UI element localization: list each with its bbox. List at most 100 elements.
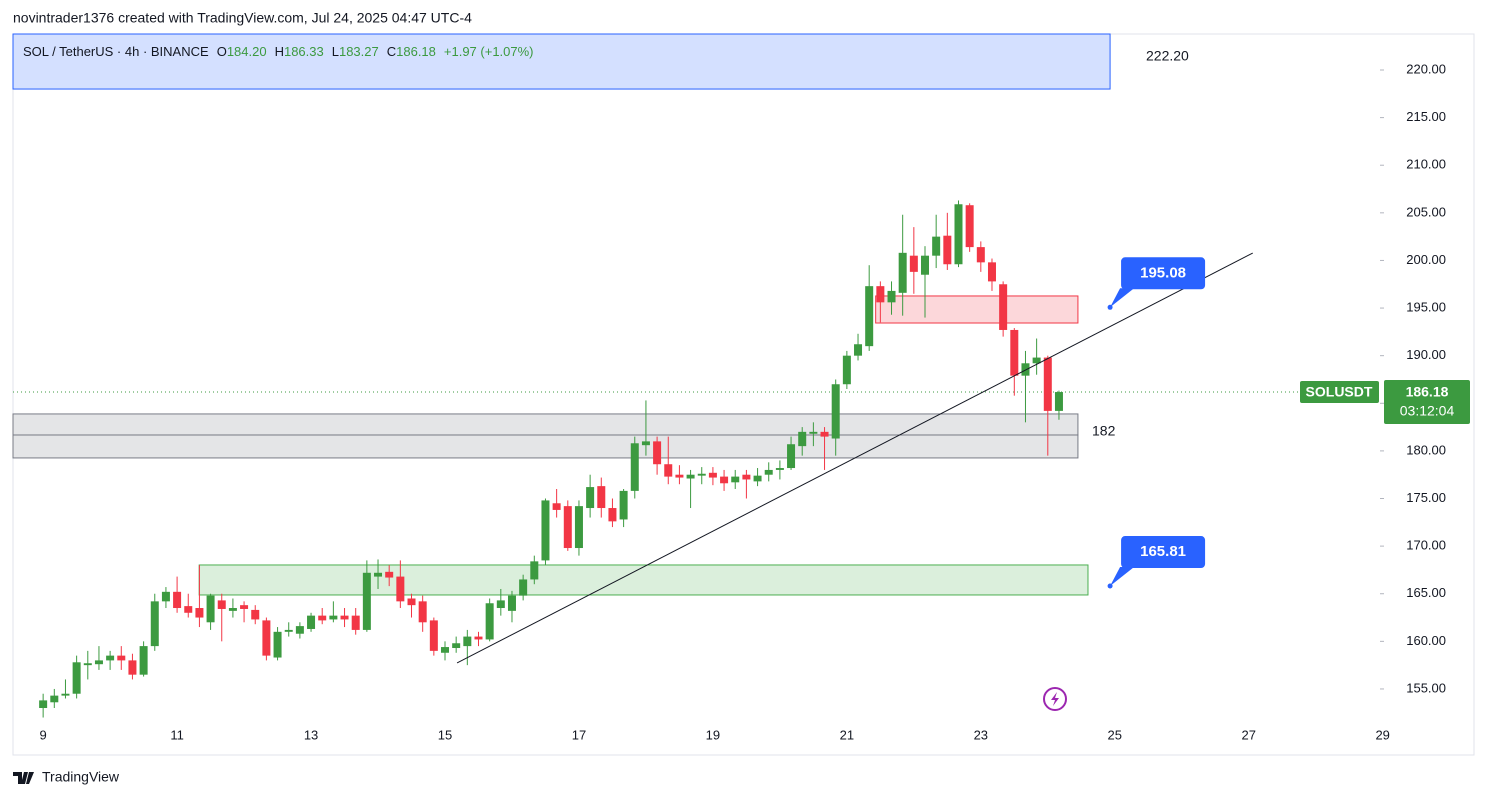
y-tick-label: 210.00 (1406, 157, 1446, 172)
candle-body (641, 441, 650, 446)
callout-label: 195.08 (1140, 264, 1186, 281)
footer-brand: TradingView (42, 769, 120, 785)
candle-body (396, 576, 405, 602)
y-tick-label: 160.00 (1406, 633, 1446, 648)
candle-body (374, 572, 383, 577)
icon-bolt (1051, 692, 1059, 706)
candle-body (474, 636, 483, 640)
candle-body (563, 506, 572, 549)
legend-field-value: 186.18 (396, 44, 436, 59)
candle-body (407, 598, 416, 606)
x-tick-label: 15 (438, 727, 452, 742)
candle-body (697, 473, 706, 476)
candle-body (106, 655, 115, 661)
candle-body (284, 629, 293, 632)
y-tick-label: 205.00 (1406, 204, 1446, 219)
candle-body (764, 469, 773, 475)
candle-body (1054, 392, 1063, 411)
candle-body (362, 572, 371, 630)
candle-body (787, 444, 796, 469)
candle-body (831, 384, 840, 439)
candle-body (887, 290, 896, 303)
candle-body (240, 605, 249, 609)
candle-body (295, 626, 304, 634)
candle-body (921, 255, 930, 275)
candle-body (675, 474, 684, 478)
countdown-label: 03:12:04 (1400, 403, 1455, 419)
candle-body (999, 284, 1008, 330)
level-label: 182 (1092, 423, 1116, 439)
legend-change: +1.97 (+1.07%) (444, 44, 534, 59)
candle-body (83, 663, 92, 666)
y-tick-label: 215.00 (1406, 109, 1446, 124)
candle-body (842, 355, 851, 385)
zone (875, 295, 1079, 324)
y-tick-label: 220.00 (1406, 61, 1446, 76)
candle-body (753, 475, 762, 482)
logo-mark (13, 772, 34, 784)
legend-field-label: C (387, 44, 396, 59)
symbol-tag (1300, 381, 1379, 404)
icon-ring (1043, 687, 1067, 711)
candle-body (909, 255, 918, 272)
candle-body (954, 204, 963, 265)
candle-body (809, 431, 818, 434)
legend-field-value: 186.33 (284, 44, 324, 59)
x-tick-label: 27 (1241, 727, 1255, 742)
chart-frame (12, 33, 1475, 756)
header-credit: novintrader1376 created with TradingView… (13, 10, 472, 26)
candle-body (720, 476, 729, 484)
candle-body (262, 620, 271, 656)
candle-body (418, 601, 427, 623)
x-tick-label: 21 (840, 727, 854, 742)
top-label: 222.20 (1146, 48, 1189, 64)
candle-body (708, 472, 717, 478)
candle-body (195, 608, 204, 618)
callout-label: 165.81 (1140, 543, 1186, 560)
price-tag-label: 186.18 (1406, 384, 1449, 400)
x-tick-label: 9 (40, 727, 47, 742)
x-tick-label: 25 (1108, 727, 1122, 742)
candle-body (630, 443, 639, 491)
candle-body (775, 468, 784, 470)
candle-body (318, 615, 327, 621)
y-tick-label: 190.00 (1406, 347, 1446, 362)
candle-body (552, 503, 561, 510)
candle-body (507, 595, 516, 611)
candle-body (1010, 329, 1019, 376)
candle-body (619, 490, 628, 520)
candle-body (61, 693, 70, 696)
candle-body (351, 615, 360, 630)
candle-body (429, 620, 438, 651)
candle-body (854, 344, 863, 356)
y-tick-label: 165.00 (1406, 585, 1446, 600)
legend-field-label: L (332, 44, 339, 59)
x-tick-label: 19 (706, 727, 720, 742)
candle-body (273, 631, 282, 658)
candle-body (39, 700, 48, 709)
price-tag (1384, 380, 1470, 425)
candle-body (72, 662, 81, 694)
callout-tail (1110, 288, 1135, 308)
candle-body (731, 476, 740, 483)
candle-body (742, 474, 751, 480)
candle-body (686, 474, 695, 479)
candle-body (608, 508, 617, 522)
candle-body (94, 660, 103, 665)
candle-body (329, 615, 338, 620)
candle-body (340, 615, 349, 620)
candle-body (184, 606, 193, 613)
candle-body (541, 500, 550, 561)
callout-box (1121, 257, 1206, 290)
lightning-icon (1043, 687, 1067, 711)
legend-field-label: H (275, 44, 284, 59)
legend-field-label: O (217, 44, 227, 59)
candle-body (217, 600, 226, 609)
candle-body (798, 431, 807, 447)
candle-body (865, 286, 874, 347)
zone (12, 413, 1079, 436)
tradingview-logo (13, 772, 34, 784)
candle-body (530, 561, 539, 580)
candle-body (161, 591, 170, 602)
candle-body (943, 235, 952, 265)
